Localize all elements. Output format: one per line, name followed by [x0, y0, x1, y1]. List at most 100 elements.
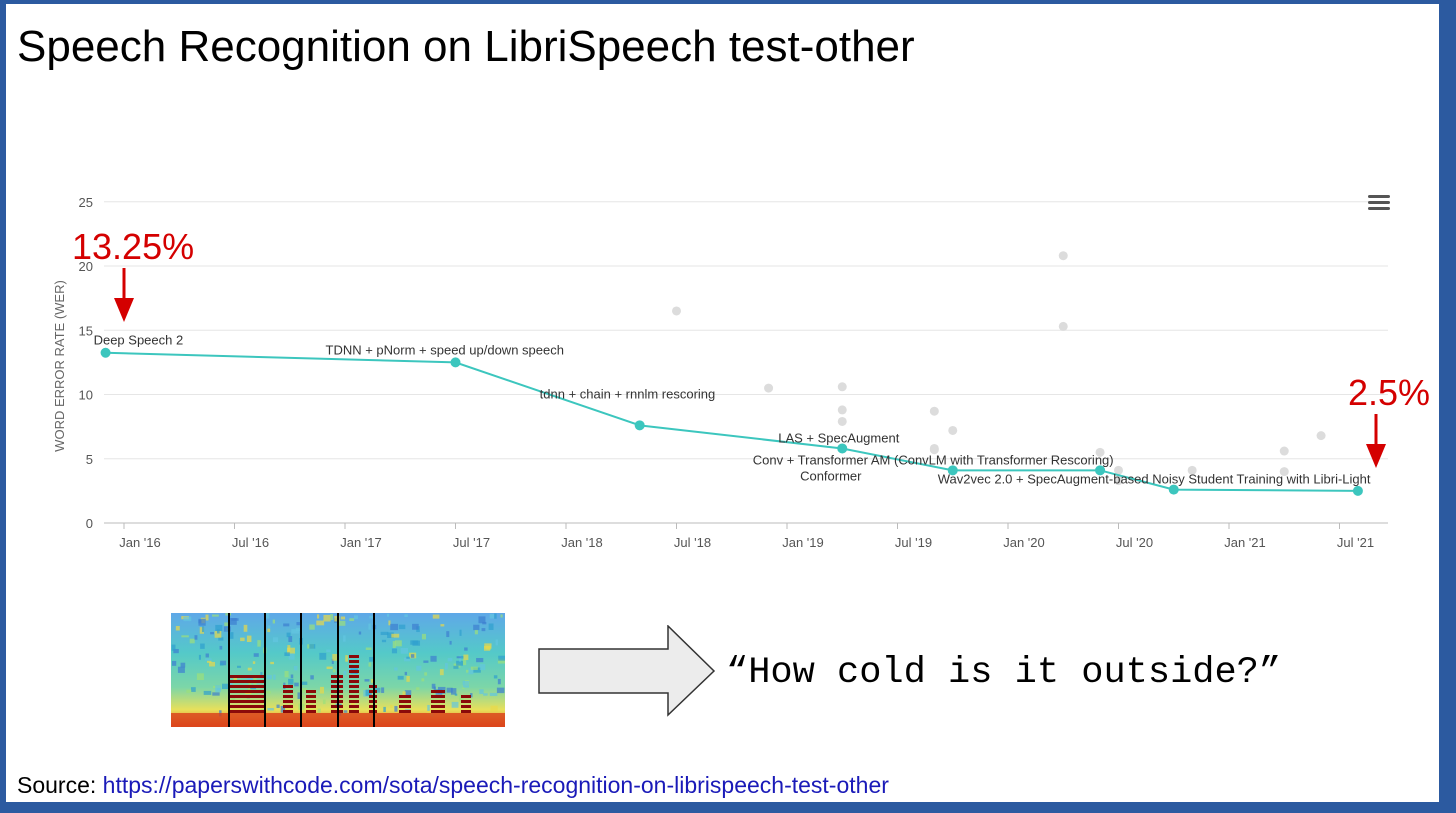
spectrogram-speck [343, 635, 346, 642]
x-tick-label: Jul '16 [232, 535, 269, 550]
spectrogram-speck [229, 618, 237, 625]
spectrogram-speck [264, 613, 270, 619]
spectrogram-speck [433, 686, 436, 692]
spectrogram-speck [476, 657, 484, 663]
spectrogram-speck [233, 677, 238, 681]
y-tick-label: 0 [86, 516, 93, 531]
spectrogram-speck [489, 692, 498, 697]
other-point [672, 306, 681, 316]
spectrogram-speck [383, 706, 386, 713]
spectrogram-harmonic [229, 710, 265, 713]
source-label: Source: [17, 772, 103, 798]
spectrogram-harmonic [399, 710, 411, 713]
sota-point [100, 347, 111, 358]
x-tick-label: Jan '17 [340, 535, 382, 550]
spectrogram-harmonic [229, 705, 265, 708]
spectrogram-speck [404, 614, 408, 617]
spectrogram-speck [240, 637, 245, 642]
spectrogram-speck [297, 692, 302, 699]
sota-point-label: tdnn + chain + rnnlm rescoring [540, 386, 716, 401]
spectrogram-speck [369, 656, 374, 662]
spectrogram-speck [214, 631, 222, 638]
spectrogram-speck [453, 665, 459, 669]
spectrogram-speck [446, 687, 453, 693]
spectrogram-speck [343, 671, 347, 675]
spectrogram-speck [288, 678, 294, 685]
spectrogram-speck [215, 624, 223, 631]
spectrogram-speck [391, 633, 400, 638]
spectrogram-speck [224, 622, 230, 627]
y-tick-label: 10 [79, 388, 93, 403]
spectrogram-speck [257, 640, 261, 647]
spectrogram-speck [334, 615, 340, 622]
spectrogram-speck [205, 653, 209, 658]
transcript-quote: “How cold is it outside?” [726, 652, 1282, 694]
spectrogram-speck [198, 618, 206, 626]
spectrogram-harmonic [461, 695, 471, 698]
spectrogram-harmonic [229, 675, 265, 678]
spectrogram-speck [416, 665, 422, 671]
spectrogram-speck [216, 629, 220, 634]
spectrogram-harmonic [349, 670, 359, 673]
spectrogram-speck [190, 687, 196, 692]
spectrogram-speck [326, 649, 331, 653]
spectrogram-speck [392, 641, 396, 649]
spectrogram-speck [426, 709, 433, 715]
spectrogram-speck [189, 638, 195, 644]
spectrogram-speck [371, 679, 374, 683]
spectrogram-speck [497, 678, 501, 685]
spectrogram-speck [449, 640, 452, 645]
spectrogram-speck [380, 631, 389, 636]
spectrogram-speck [173, 648, 179, 654]
spectrogram-speck [440, 624, 445, 627]
spectrogram-speck [272, 619, 276, 624]
sota-point-label: Deep Speech 2 [94, 333, 184, 348]
spectrogram-speck [231, 618, 239, 621]
spectrogram-speck [270, 661, 275, 665]
x-tick-label: Jul '17 [453, 535, 490, 550]
spectrogram-harmonic [229, 695, 265, 698]
x-tick-label: Jan '21 [1224, 535, 1266, 550]
spectrogram-speck [394, 705, 398, 712]
spectrogram-speck [454, 693, 458, 696]
spectrogram-harmonic [283, 695, 293, 698]
source-line: Source: https://paperswithcode.com/sota/… [17, 772, 889, 799]
spectrogram-speck [294, 682, 299, 687]
sota-point [450, 357, 461, 368]
slide-title: Speech Recognition on LibriSpeech test-o… [17, 22, 915, 71]
spectrogram-speck [186, 689, 192, 693]
spectrogram-speck [177, 666, 185, 673]
spectrogram-speck [172, 660, 177, 666]
hamburger-menu-icon[interactable] [1368, 195, 1390, 213]
spectrogram-speck [478, 616, 486, 624]
spectrogram-harmonic [399, 705, 411, 708]
spectrogram-harmonic [349, 690, 359, 693]
other-point [837, 382, 847, 392]
spectrogram-speck [473, 624, 480, 631]
spectrogram-speck [444, 663, 448, 670]
y-tick-label: 15 [79, 323, 93, 338]
spectrogram-speck [388, 620, 391, 626]
spectrogram-speck [488, 623, 494, 630]
spectrogram-speck [330, 613, 334, 621]
spectrogram-speck [343, 710, 348, 713]
spectrogram-speck [323, 614, 331, 622]
source-link[interactable]: https://paperswithcode.com/sota/speech-r… [102, 772, 889, 798]
spectrogram-speck [205, 658, 212, 661]
spectrogram-speck [340, 616, 346, 620]
spectrogram-speck [386, 613, 390, 617]
spectrogram-speck [430, 655, 437, 662]
spectrogram-speck [316, 614, 320, 619]
other-point [1058, 251, 1068, 261]
spectrogram-speck [267, 625, 271, 629]
sota-labels: Deep Speech 2 TDNN + pNorm + speed up/dow… [94, 333, 1371, 487]
spectrogram-harmonic [349, 665, 359, 668]
spectrogram-speck [451, 701, 459, 708]
spectrogram-speck [283, 623, 290, 627]
spectrogram-harmonic [399, 695, 411, 698]
spectrogram-speck [498, 655, 505, 661]
spectrogram-speck [368, 662, 372, 667]
spectrogram-speck [489, 613, 495, 619]
spectrogram-speck [450, 688, 457, 695]
spectrogram-speck [368, 623, 371, 630]
